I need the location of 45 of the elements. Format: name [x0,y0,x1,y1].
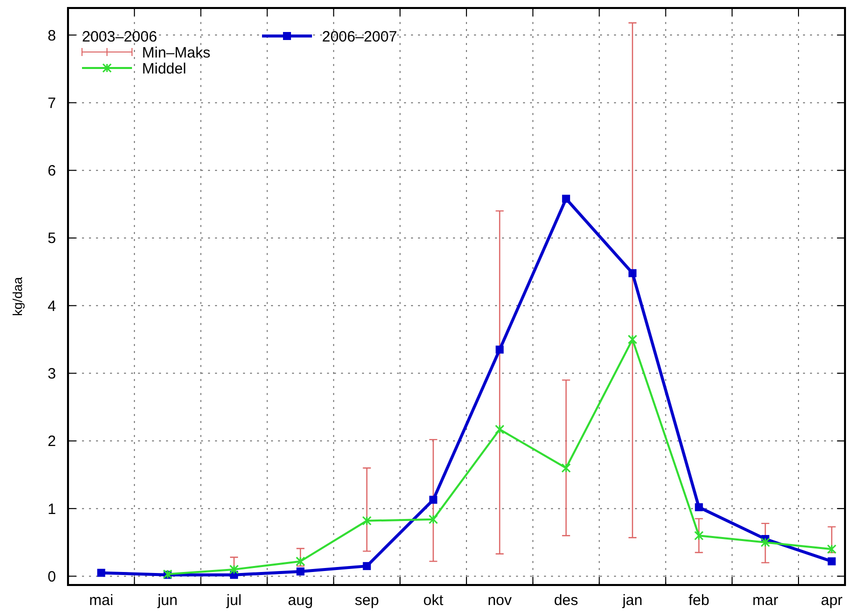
point [760,538,770,548]
point [694,503,703,512]
point [628,269,636,278]
y-tick-label: 7 [48,94,56,112]
point [496,346,504,354]
point [362,562,371,570]
point [229,564,239,574]
x-tick-label: nov [488,592,512,609]
y-tick-label: 8 [48,27,56,44]
y-tick-label: 1 [48,500,56,518]
legend-label: 2006–2007 [322,28,398,46]
point [628,334,638,344]
point [562,194,570,203]
y-tick-label: 0 [48,568,56,586]
x-tick-label: feb [688,592,710,609]
x-tick-label: mai [89,592,114,609]
point [429,496,438,504]
legend-title: 2003–2006 [82,28,158,46]
x-tick-label: apr [820,592,843,609]
point [362,516,372,526]
point [494,424,504,434]
y-tick-label: 5 [48,230,56,248]
point [296,567,304,576]
legend-label: Middel [142,60,186,78]
x-tick-label: jul [226,592,242,609]
x-tick-label: mar [752,592,778,609]
point [97,568,106,577]
annotation: Min–Maks [142,44,210,62]
y-tick-label: 2 [48,433,56,450]
x-tick-label: aug [288,592,313,609]
y-tick-label: 3 [48,366,56,383]
y-tick-label: 4 [48,298,56,315]
point [828,557,836,566]
point [561,463,571,473]
x-tick-label: jan [621,592,643,609]
x-tick-label: des [554,592,578,609]
point [694,530,704,540]
x-tick-label: okt [423,592,444,609]
y-axis-title: kg/daa [10,276,25,316]
y-tick-label: 6 [48,162,56,180]
point [428,514,438,524]
x-tick-label: sep [354,592,379,609]
point [296,556,306,566]
x-tick-label: jun [156,592,178,609]
point [826,544,836,554]
